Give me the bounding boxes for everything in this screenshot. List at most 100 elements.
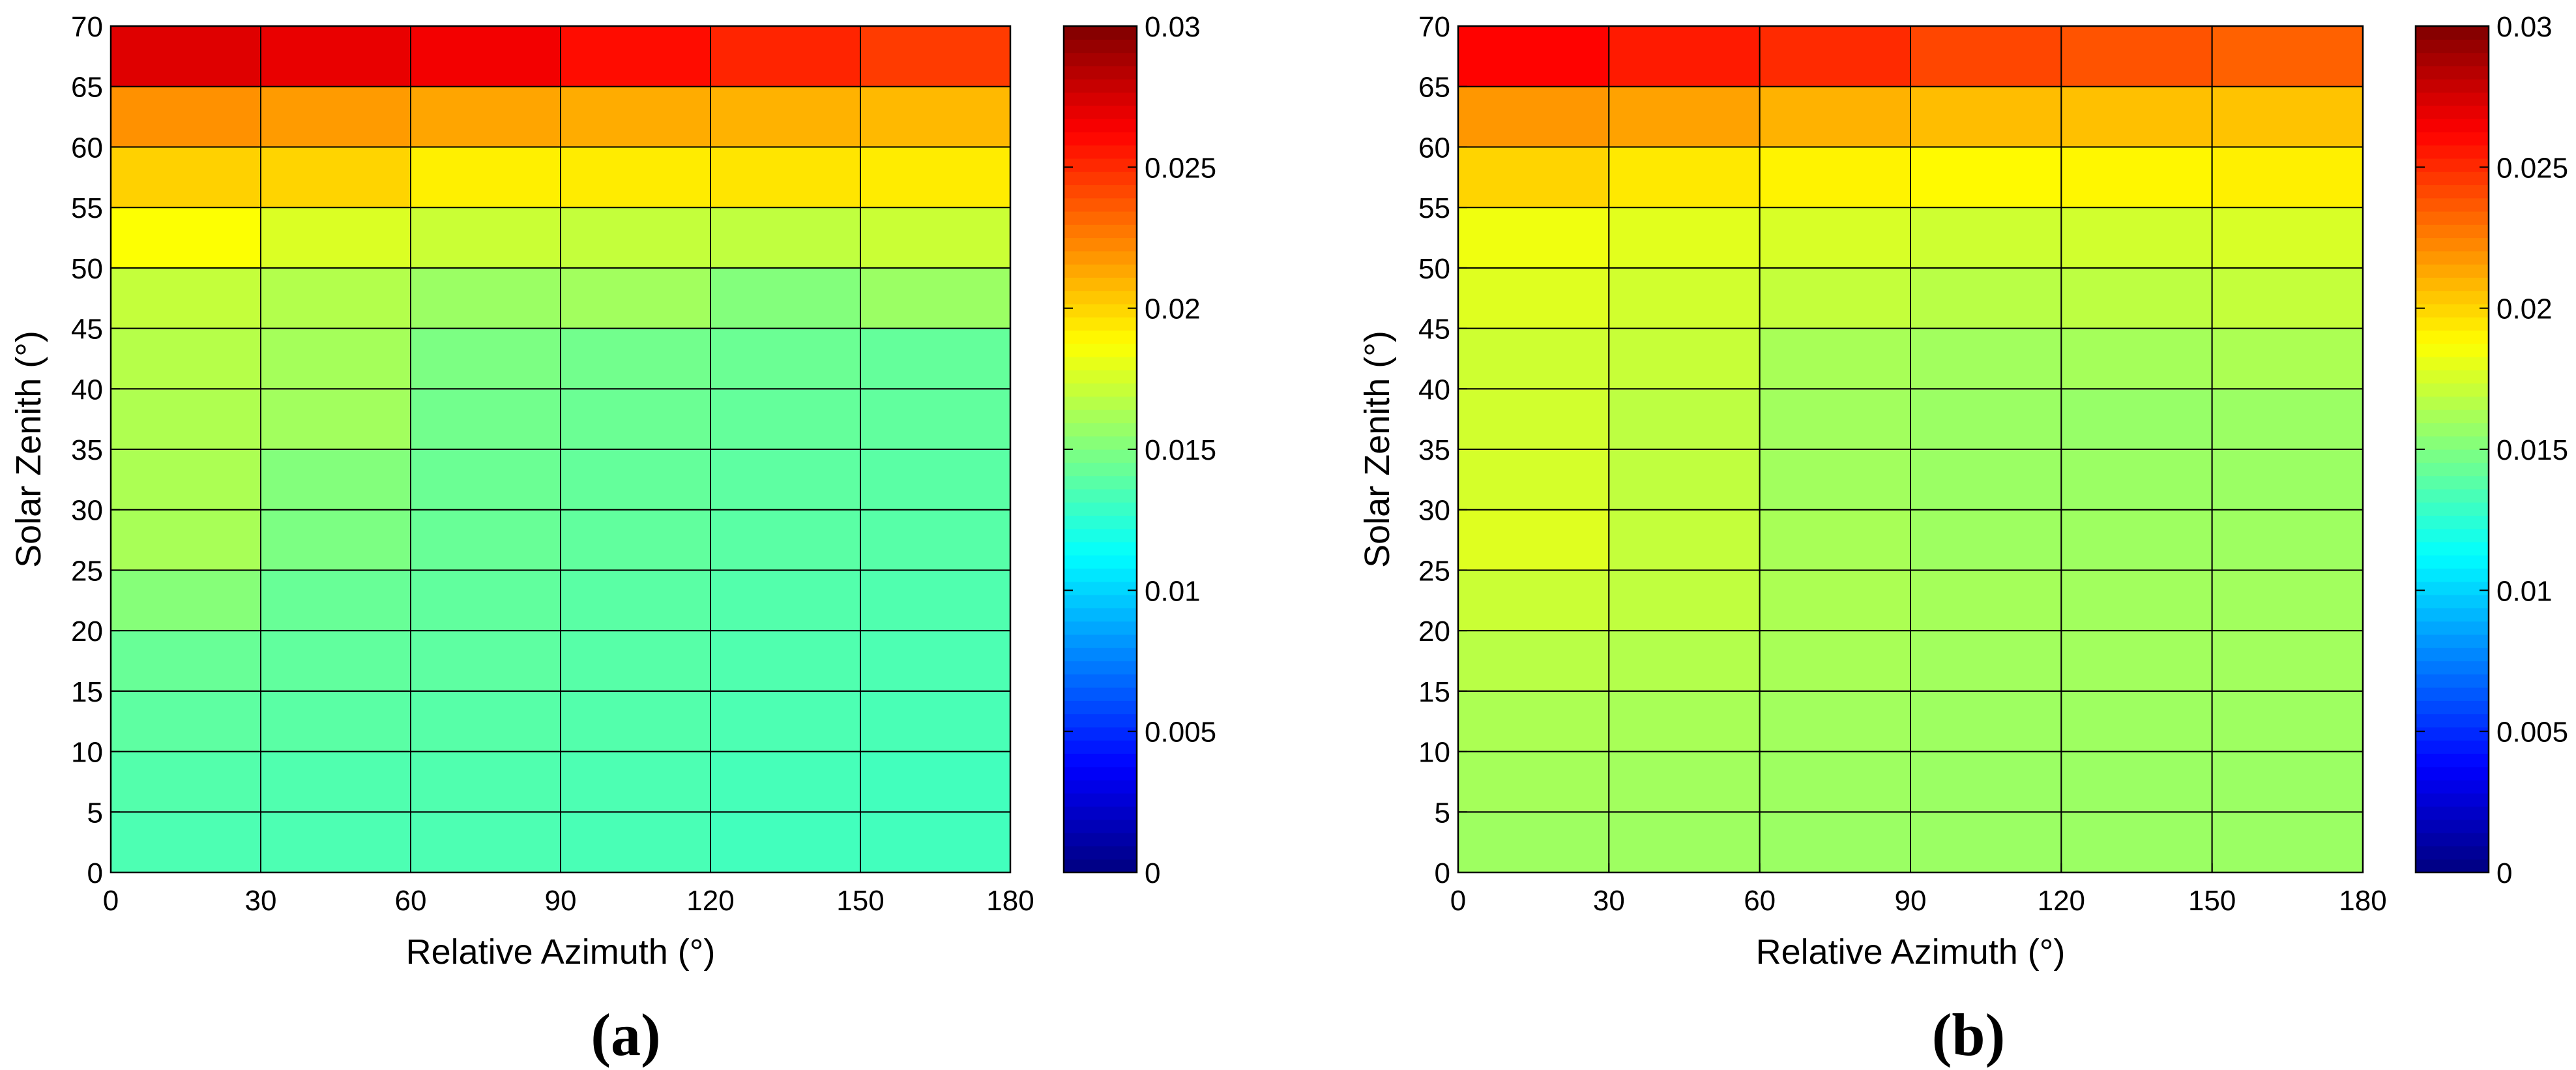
x-tick-label: 120: [686, 885, 734, 917]
colorbar-swatch: [2416, 515, 2489, 529]
colorbar-swatch: [2416, 409, 2489, 424]
y-tick-label: 70: [1418, 11, 1450, 43]
y-tick-label: 5: [87, 797, 103, 829]
heatmap-cell: [710, 690, 861, 752]
heatmap-cell: [2211, 85, 2364, 148]
y-tick-label: 0: [1435, 857, 1450, 889]
heatmap-cell: [710, 25, 861, 87]
colorbar-swatch: [2416, 502, 2489, 516]
heatmap-cell: [1910, 811, 2062, 874]
colorbar-swatch: [2416, 528, 2489, 542]
colorbar-swatch: [1064, 555, 1137, 569]
y-tick-label: 40: [1418, 374, 1450, 406]
colorbar-swatch: [1064, 726, 1137, 741]
heatmap-cell: [1608, 569, 1761, 632]
x-tick-label: 90: [1895, 885, 1927, 917]
heatmap-cell: [1759, 569, 1912, 632]
x-tick-label: 30: [1593, 885, 1625, 917]
colorbar-swatch: [1064, 819, 1137, 833]
heatmap-cell: [1608, 85, 1761, 148]
colorbar-swatch: [2416, 793, 2489, 807]
heatmap-cell: [2211, 750, 2364, 813]
colorbar-swatch: [1064, 409, 1137, 424]
colorbar-swatch: [2416, 290, 2489, 305]
heatmap-cell: [860, 750, 1011, 813]
heatmap-cell: [860, 327, 1011, 390]
colorbar-swatch: [2416, 158, 2489, 172]
heatmap-cell: [110, 750, 261, 813]
heatmap-cell: [260, 207, 411, 269]
heatmap-cell: [1457, 85, 1610, 148]
colorbar-swatch: [1064, 26, 1137, 40]
heatmap-cell: [1608, 146, 1761, 209]
colorbar-tick-label: 0.01: [2496, 575, 2553, 607]
colorbar-swatch: [2416, 687, 2489, 701]
colorbar-swatch: [1064, 396, 1137, 410]
colorbar-swatch: [2416, 819, 2489, 833]
colorbar-swatch: [2416, 766, 2489, 780]
colorbar-swatch: [1064, 317, 1137, 331]
heatmap-cell: [1608, 449, 1761, 511]
colorbar-swatch: [1064, 370, 1137, 384]
heatmap-cell: [110, 207, 261, 269]
heatmap-cell: [2211, 811, 2364, 874]
heatmap-cell: [1759, 811, 1912, 874]
heatmap-cell: [2060, 25, 2213, 87]
colorbar-swatch: [2416, 806, 2489, 820]
heatmap-cell: [2060, 449, 2213, 511]
y-tick-label: 35: [71, 434, 103, 466]
colorbar-swatch: [2416, 488, 2489, 503]
heatmap-cell: [2060, 146, 2213, 209]
heatmap-cell: [710, 750, 861, 813]
colorbar-tick-label: 0.005: [1145, 717, 1216, 749]
colorbar-swatch: [2416, 105, 2489, 119]
heatmap-panel-b: 0 30 60 90 120 150 180 0 5 10 15 20 25 30 35 40 45 50 55 60…: [1358, 11, 2568, 1068]
colorbar-swatch: [1064, 105, 1137, 119]
heatmap-cell: [710, 811, 861, 874]
heatmap-cell: [110, 811, 261, 874]
colorbar-tick-label: 0.005: [2496, 717, 2568, 749]
heatmap-cell: [260, 811, 411, 874]
heatmap-cell: [1457, 267, 1610, 329]
y-tick-label: 25: [71, 555, 103, 587]
colorbar-swatch: [2416, 357, 2489, 370]
colorbar-swatch: [1064, 568, 1137, 582]
y-tick-label: 55: [1418, 192, 1450, 224]
colorbar-swatch: [1064, 39, 1137, 53]
colorbar-tick-label: 0.025: [2496, 152, 2568, 184]
heatmap-cell: [1457, 327, 1610, 390]
heatmap-cell: [860, 25, 1011, 87]
heatmap-cell: [2211, 509, 2364, 571]
colorbar-swatch: [1064, 475, 1137, 490]
y-tick-label: 15: [1418, 676, 1450, 708]
y-tick-label: 15: [71, 676, 103, 708]
y-tick-label: 65: [1418, 72, 1450, 104]
heatmap-cell: [410, 85, 561, 148]
heatmap-cell: [1608, 207, 1761, 269]
heatmap-cell: [2211, 25, 2364, 87]
heatmap-cell: [860, 569, 1011, 632]
heatmap-cell: [560, 267, 711, 329]
heatmap-cell: [1608, 811, 1761, 874]
heatmap-cell: [560, 690, 711, 752]
heatmap-cell: [110, 388, 261, 450]
heatmap-cell: [110, 690, 261, 752]
heatmap-cell: [710, 85, 861, 148]
colorbar-swatch: [1064, 713, 1137, 728]
colorbar-swatch: [1064, 595, 1137, 608]
colorbar-swatch: [2416, 753, 2489, 767]
colorbar-swatch: [1064, 277, 1137, 291]
colorbar-swatch: [1064, 700, 1137, 715]
heatmap-cell: [2060, 630, 2213, 692]
colorbar: 0 0.005 0.01 0.015 0.02 0.025 0.03: [2414, 11, 2568, 889]
colorbar-swatch: [2416, 303, 2489, 318]
colorbar-swatch: [1064, 132, 1137, 146]
colorbar-swatch: [1064, 528, 1137, 542]
colorbar-swatch: [1064, 488, 1137, 503]
heatmap-cell: [1910, 207, 2062, 269]
heatmap-cell: [2060, 207, 2213, 269]
colorbar-swatch: [2416, 859, 2489, 873]
colorbar-tick-label: 0.02: [1145, 293, 1201, 325]
heatmap-cell: [710, 327, 861, 390]
colorbar-tick-label: 0: [1145, 857, 1160, 889]
